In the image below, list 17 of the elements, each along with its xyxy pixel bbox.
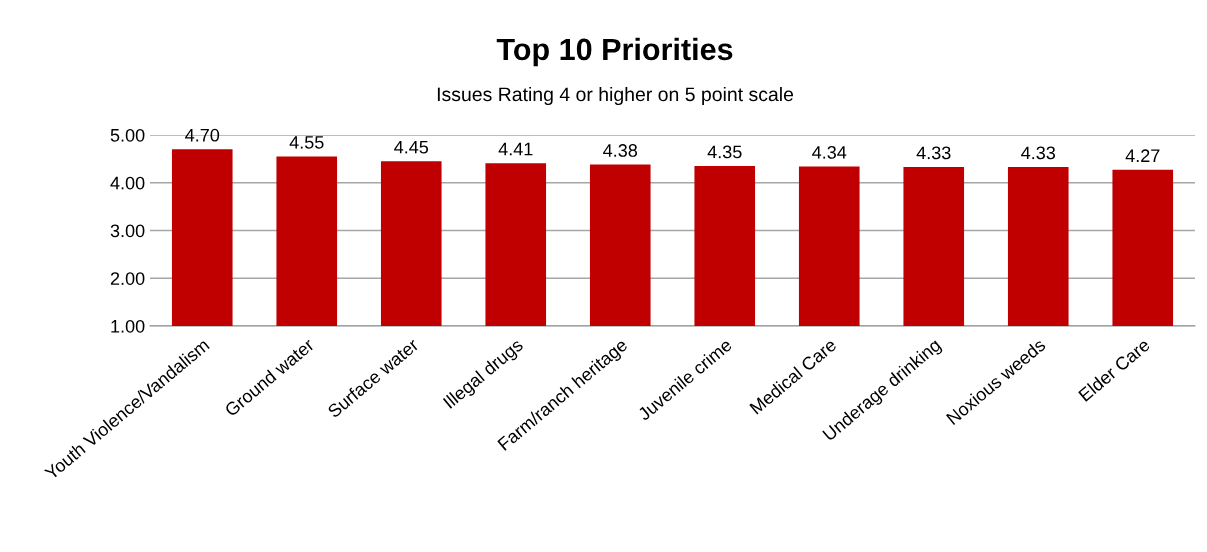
y-tick-label: 2.00 [110,272,145,285]
data-label: 4.55 [289,136,324,149]
y-tick-label: 4.00 [110,176,145,190]
chart-title: Top 10 Priorities [496,37,733,67]
chart-subtitle: Issues Rating 4 or higher on 5 point scale [437,86,794,106]
data-label: 4.27 [1125,149,1160,162]
data-label: 4.45 [394,140,429,154]
data-label: 4.35 [707,145,742,159]
data-label: 4.33 [916,146,951,160]
y-tick-label: 5.00 [110,128,145,142]
data-label: 4.38 [603,144,638,157]
data-label: 4.34 [812,145,847,159]
y-tick-label: 3.00 [110,224,145,238]
data-label: 4.33 [1021,146,1056,160]
data-label: 4.41 [498,142,533,156]
data-label: 4.70 [185,128,220,142]
y-tick-label: 1.00 [111,319,145,333]
